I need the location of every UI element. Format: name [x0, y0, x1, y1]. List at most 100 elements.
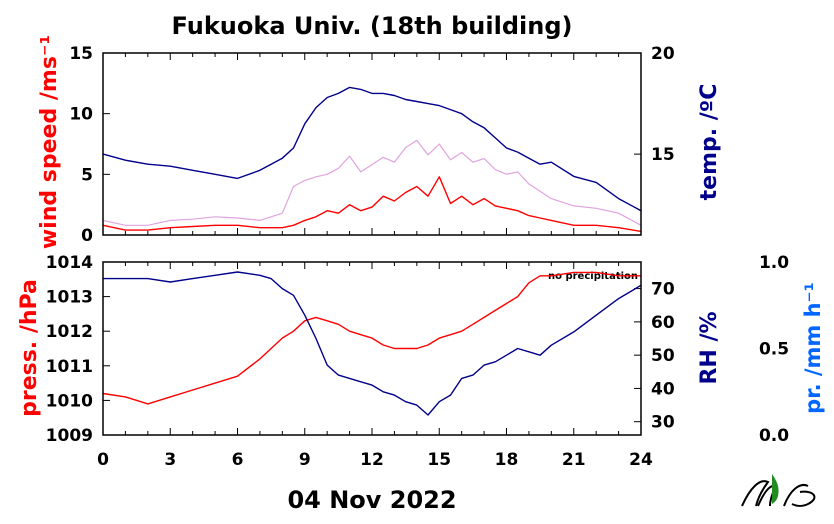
- data-point: [517, 171, 518, 172]
- data-point: [259, 227, 260, 228]
- data-point: [338, 168, 339, 169]
- data-point: [528, 183, 529, 184]
- axes-layer: 0 5 10 15 15 20 0 3 6 9 12 15 18 21 24 1009 1010 1011 1012…: [46, 44, 790, 470]
- data-point: [315, 216, 316, 217]
- data-point: [528, 351, 529, 352]
- data-point: [170, 166, 171, 167]
- data-point: [483, 365, 484, 366]
- x-tick-label: 6: [232, 450, 244, 470]
- data-point: [371, 338, 372, 339]
- data-point: [147, 225, 148, 226]
- data-point: [405, 348, 406, 349]
- data-point: [338, 324, 339, 325]
- data-point: [416, 348, 417, 349]
- frame-layer: [102, 52, 642, 436]
- data-point: [349, 204, 350, 205]
- data-point: [573, 225, 574, 226]
- data-point: [517, 348, 518, 349]
- data-point: [439, 105, 440, 106]
- data-point: [192, 170, 193, 171]
- precip-tick-label: 0.0: [759, 426, 789, 446]
- data-point: [327, 365, 328, 366]
- data-point: [282, 288, 283, 289]
- data-point: [495, 361, 496, 362]
- data-point: [506, 303, 507, 304]
- date-label: 04 Nov 2022: [287, 486, 456, 514]
- data-point: [125, 230, 126, 231]
- data-point: [304, 220, 305, 221]
- data-point: [338, 93, 339, 94]
- data-point: [192, 219, 193, 220]
- right-tick-label: 50: [651, 346, 675, 366]
- data-point: [427, 344, 428, 345]
- series-line-panel1-2: [102, 139, 642, 226]
- data-point: [461, 378, 462, 379]
- press-axis-label: press. /hPa: [17, 279, 42, 417]
- data-point: [461, 196, 462, 197]
- data-point: [315, 338, 316, 339]
- right-tick-label: 40: [651, 379, 675, 399]
- x-tick-label: 0: [97, 450, 109, 470]
- data-point: [304, 123, 305, 124]
- data-point: [416, 404, 417, 405]
- data-point: [405, 192, 406, 193]
- left-tick-label: 10: [69, 105, 93, 125]
- precip-tick-label: 0.5: [759, 340, 789, 360]
- x-tick-label: 21: [562, 450, 586, 470]
- data-point: [383, 93, 384, 94]
- data-point: [596, 182, 597, 183]
- data-point: [472, 375, 473, 376]
- data-point: [360, 381, 361, 382]
- data-point: [349, 331, 350, 332]
- chart-title: Fukuoka Univ. (18th building): [172, 12, 573, 40]
- series-line-panel2-2: [103, 271, 642, 416]
- data-point: [483, 317, 484, 318]
- right-tick-label: 70: [651, 280, 675, 300]
- data-point: [506, 174, 507, 175]
- right-tick-label: 60: [651, 313, 675, 333]
- data-point: [271, 348, 272, 349]
- data-point: [439, 176, 440, 177]
- data-point: [192, 389, 193, 390]
- data-point: [125, 278, 126, 279]
- data-point: [371, 206, 372, 207]
- data-point: [371, 384, 372, 385]
- data-point: [125, 160, 126, 161]
- data-point: [360, 334, 361, 335]
- data-point: [282, 227, 283, 228]
- left-tick-label: 5: [81, 165, 93, 185]
- x-tick-label: 12: [360, 450, 384, 470]
- data-point: [147, 403, 148, 404]
- x-tick-label: 3: [164, 450, 176, 470]
- x-tick-label: 24: [629, 450, 653, 470]
- data-point: [282, 338, 283, 339]
- data-point: [192, 226, 193, 227]
- data-point: [371, 93, 372, 94]
- data-point: [573, 272, 574, 273]
- x-tick-label: 18: [495, 450, 519, 470]
- data-point: [315, 176, 316, 177]
- data-point: [360, 171, 361, 172]
- data-point: [427, 414, 428, 415]
- data-point: [427, 103, 428, 104]
- series-line-panel1-1: [102, 176, 642, 233]
- mes-logo: [741, 474, 816, 507]
- left-tick-label: 1013: [46, 288, 93, 308]
- precip-tick-label: 1.0: [759, 253, 789, 273]
- data-point: [551, 275, 552, 276]
- data-point: [472, 121, 473, 122]
- data-point: [147, 164, 148, 165]
- data-point: [540, 217, 541, 218]
- data-point: [450, 203, 451, 204]
- data-point: [551, 198, 552, 199]
- data-point: [170, 281, 171, 282]
- data-point: [540, 275, 541, 276]
- left-tick-label: 0: [81, 226, 93, 246]
- data-point: [147, 278, 148, 279]
- data-point: [315, 107, 316, 108]
- data-point: [192, 278, 193, 279]
- left-tick-label: 1010: [46, 391, 93, 411]
- data-point: [528, 158, 529, 159]
- data-point: [360, 89, 361, 90]
- data-point: [214, 383, 215, 384]
